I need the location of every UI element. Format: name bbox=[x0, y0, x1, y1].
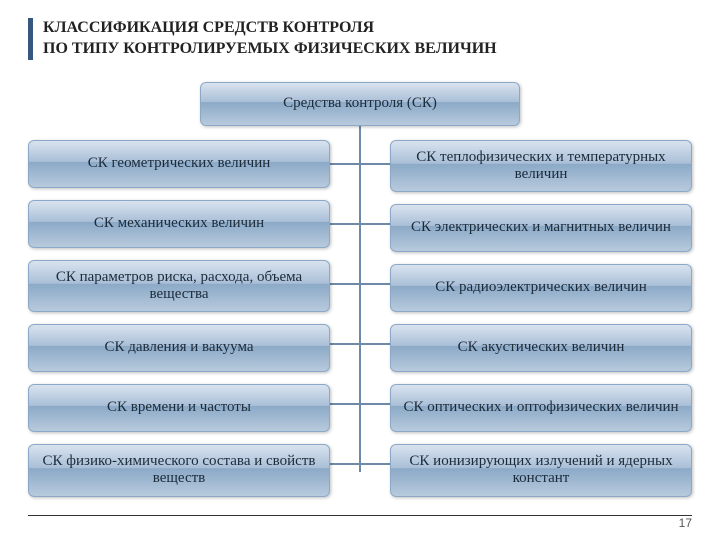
left-item-1: СК механических величин bbox=[28, 200, 330, 248]
title-line-1: КЛАССИФИКАЦИЯ СРЕДСТВ КОНТРОЛЯ bbox=[43, 19, 374, 36]
footer-rule bbox=[28, 515, 692, 516]
right-column: СК теплофизических и температурных велич… bbox=[390, 140, 692, 497]
left-item-2: СК параметров риска, расхода, объема вещ… bbox=[28, 260, 330, 313]
left-column: СК геометрических величин СК механически… bbox=[28, 140, 330, 497]
page-title: КЛАССИФИКАЦИЯ СРЕДСТВ КОНТРОЛЯ ПО ТИПУ К… bbox=[28, 18, 692, 60]
right-item-0: СК теплофизических и температурных велич… bbox=[390, 140, 692, 193]
columns: СК геометрических величин СК механически… bbox=[28, 140, 692, 497]
title-line-2: ПО ТИПУ КОНТРОЛИРУЕМЫХ ФИЗИЧЕСКИХ ВЕЛИЧИ… bbox=[43, 40, 497, 57]
classification-diagram: Средства контроля (СК) СК геометрических… bbox=[28, 82, 692, 497]
left-item-5: СК физико-химического состава и свойств … bbox=[28, 444, 330, 497]
right-item-4: СК оптических и оптофизических величин bbox=[390, 384, 692, 432]
left-item-4: СК времени и частоты bbox=[28, 384, 330, 432]
right-item-1: СК электрических и магнитных величин bbox=[390, 204, 692, 252]
root-label: Средства контроля (СК) bbox=[283, 95, 437, 112]
right-item-5: СК ионизирующих излучений и ядерных конс… bbox=[390, 444, 692, 497]
root-node: Средства контроля (СК) bbox=[200, 82, 520, 126]
left-item-0: СК геометрических величин bbox=[28, 140, 330, 188]
right-item-2: СК радиоэлектрических величин bbox=[390, 264, 692, 312]
page-number: 17 bbox=[679, 516, 692, 530]
right-item-3: СК акустических величин bbox=[390, 324, 692, 372]
left-item-3: СК давления и вакуума bbox=[28, 324, 330, 372]
